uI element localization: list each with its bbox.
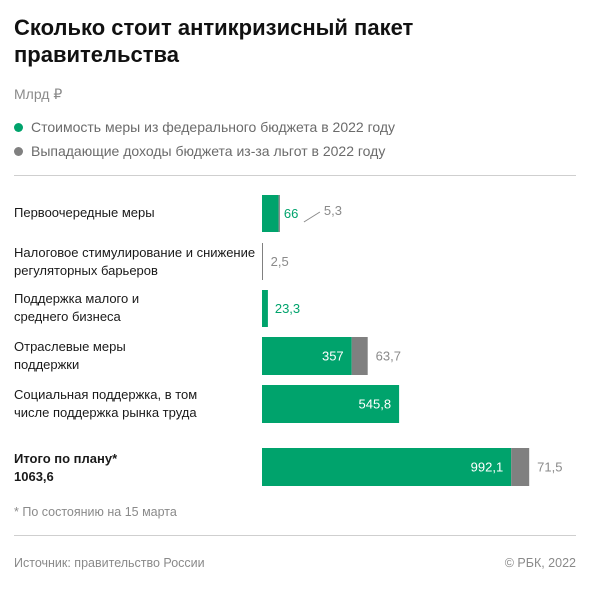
value-label-gray-0: 5,3: [324, 203, 342, 218]
row-label-tax: Налоговое стимулирование и снижение регу…: [14, 245, 256, 278]
row-label-priority: Первоочередные меры: [14, 205, 155, 220]
bar-green-3: [262, 337, 352, 375]
bar-gray-5: [511, 448, 530, 486]
copyright-text: © РБК, 2022: [504, 556, 576, 570]
value-label-gray-3: 63,7: [376, 349, 401, 364]
legend-item-budget: Стоимость меры из федерального бюджета в…: [14, 119, 395, 135]
value-label-green-4: 545,8: [359, 397, 392, 412]
row-label-social: Социальная поддержка, в том числе поддер…: [14, 387, 198, 420]
value-label-gray-1: 2,5: [271, 254, 289, 269]
bar-green-0: [262, 195, 279, 232]
row-label-total: Итого по плану* 1063,6: [14, 450, 254, 486]
source-text: Источник: правительство России: [14, 556, 205, 570]
bar-green-4: [262, 385, 400, 423]
bar-gray-3: [351, 337, 368, 375]
total-label: Итого по плану*: [14, 451, 118, 466]
bar-gray-1: [262, 243, 263, 280]
bar-gray-0: [278, 195, 280, 232]
value-label-gray-5: 71,5: [537, 460, 562, 475]
chart-title: Сколько стоит антикризисный пакет правит…: [14, 15, 414, 67]
row-label-sme: Поддержка малого и среднего бизнеса: [14, 291, 140, 324]
value-label-green-0: 66: [284, 206, 298, 221]
legend-dot-gray: [14, 146, 23, 156]
bar-green-2: [262, 290, 268, 327]
value-label-green-3: 357: [322, 349, 344, 364]
legend-label-lost-revenue: Выпадающие доходы бюджета из-за льгот в …: [31, 143, 386, 159]
legend-label-budget: Стоимость меры из федерального бюджета в…: [31, 119, 396, 135]
unit-label: Млрд ₽: [14, 86, 63, 102]
top-divider: [14, 175, 576, 176]
leader-line-0: [303, 211, 321, 223]
legend-item-lost-revenue: Выпадающие доходы бюджета из-за льгот в …: [14, 143, 385, 159]
total-sum: 1063,6: [14, 469, 54, 484]
bottom-divider: [14, 535, 576, 536]
legend-dot-green: [14, 122, 23, 132]
footnote: * По состоянию на 15 марта: [14, 505, 177, 519]
value-label-green-5: 992,1: [471, 460, 504, 475]
bar-green-5: [262, 448, 512, 486]
row-label-industry: Отраслевые меры поддержки: [14, 339, 126, 372]
value-label-green-2: 23,3: [275, 301, 300, 316]
